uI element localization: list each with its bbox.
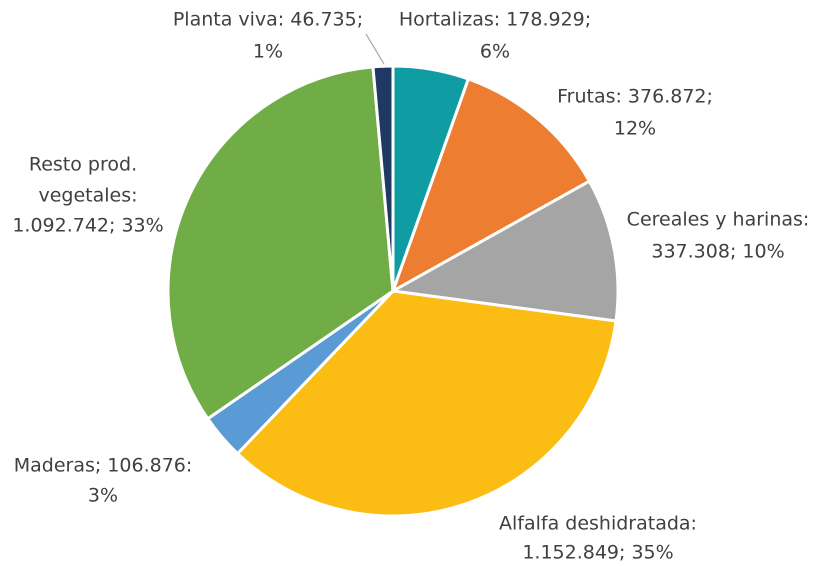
pie-slice xyxy=(166,65,395,421)
data-label: Resto prod. xyxy=(29,154,137,176)
pie-slice xyxy=(391,179,620,323)
data-label: 1.152.849; 35% xyxy=(522,542,673,564)
data-label: Maderas; 106.876: xyxy=(14,455,193,477)
pie-slice xyxy=(391,77,591,293)
data-label: vegetales: xyxy=(38,185,137,207)
data-label: 1.092.742; 33% xyxy=(12,215,163,237)
data-label: 3% xyxy=(88,485,118,507)
data-label: Alfalfa deshidratada: xyxy=(499,513,697,535)
data-label: Frutas: 376.872; xyxy=(557,86,713,108)
leader-line xyxy=(365,33,385,65)
data-label: 337.308; 10% xyxy=(651,241,784,263)
data-label: 1% xyxy=(253,41,283,63)
data-label: Planta viva: 46.735; xyxy=(173,9,363,31)
data-label: Hortalizas: 178.929; xyxy=(399,9,591,31)
data-label: Cereales y harinas: xyxy=(627,209,810,231)
data-label: 12% xyxy=(614,118,656,140)
data-label: 6% xyxy=(480,41,510,63)
pie-slice xyxy=(236,289,618,518)
pie-slice xyxy=(371,64,395,293)
